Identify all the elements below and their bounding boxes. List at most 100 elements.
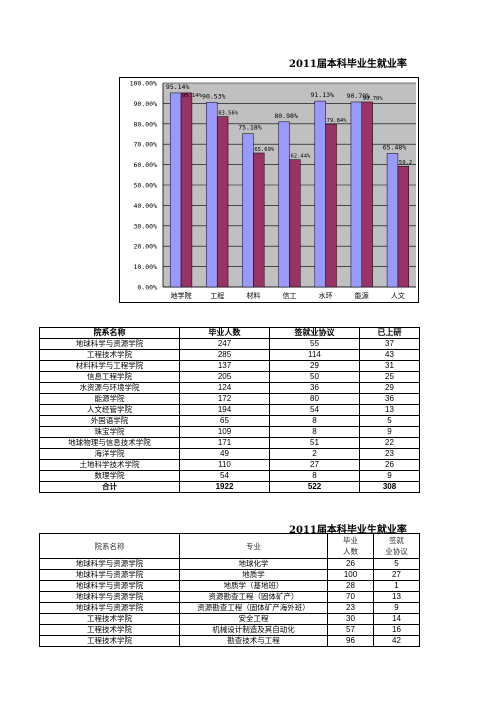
table-row: 数理学院 54 8 9	[39, 470, 420, 482]
graduates-cell: 124	[179, 382, 270, 394]
school-cell: 能源学院	[39, 393, 180, 405]
signed-cell: 2	[269, 448, 360, 460]
x-tick-label: 水环	[319, 291, 333, 300]
y-tick-label: 50.00%	[134, 182, 158, 190]
header-school: 院系名称	[39, 327, 180, 339]
y-tick-label: 30.00%	[134, 222, 158, 230]
data-label-series-2: 90.70%	[363, 96, 384, 102]
major-cell: 资源勘查工程（固体矿产海外班）	[179, 602, 328, 614]
graduates-cell: 49	[179, 448, 270, 460]
employment-rate-chart: 100.00% 90.00% 80.00% 70.00% 60.00% 50.00% 40.…	[119, 77, 419, 303]
signed-cell: 522	[269, 481, 360, 493]
table-row: 外国语学院 65 8 5	[39, 415, 420, 427]
table-row: 珠宝学院 109 8 9	[39, 426, 420, 438]
data-label-series-2: 83.56%	[218, 111, 239, 117]
graduates-cell: 205	[179, 371, 270, 383]
header-major: 专业	[179, 533, 328, 559]
graduate-study-cell: 22	[359, 437, 420, 449]
graduate-study-cell: 9	[359, 426, 420, 438]
signed-cell: 36	[269, 382, 360, 394]
signed-cell: 114	[269, 349, 360, 361]
major-cell: 勘查技术与工程	[179, 635, 328, 647]
graduate-study-cell: 25	[359, 371, 420, 383]
signed-cell: 54	[269, 404, 360, 416]
data-label-series-2: 62.44%	[291, 154, 312, 160]
bar-series-1	[350, 101, 363, 288]
signed-cell: 8	[269, 415, 360, 427]
x-tick-label: 地学院	[171, 291, 192, 300]
table-row: 材料科学与工程学院 137 29 31	[39, 360, 420, 372]
signed-cell: 50	[269, 371, 360, 383]
signed-cell: 9	[373, 602, 420, 614]
graduates-cell: 54	[179, 470, 270, 482]
header-graduates: 毕业人数	[179, 327, 270, 339]
school-cell: 地球科学与资源学院	[39, 591, 180, 603]
bar-series-2	[180, 92, 193, 288]
school-cell: 工程技术学院	[39, 613, 180, 625]
graduates-cell: 171	[179, 437, 270, 449]
signed-cell: 14	[373, 613, 420, 625]
signed-cell: 8	[269, 470, 360, 482]
school-cell: 水资源与环境学院	[39, 382, 180, 394]
y-tick-label: 0.00%	[137, 284, 157, 292]
bar-series-2	[253, 152, 265, 288]
x-tick-label: 信工	[283, 291, 297, 300]
signed-cell: 42	[373, 635, 420, 647]
signed-cell: 1	[373, 580, 420, 592]
signed-cell: 8	[269, 426, 360, 438]
graduates-cell: 57	[327, 624, 374, 636]
graduates-cell: 23	[327, 602, 374, 614]
school-cell: 地球科学与资源学院	[39, 602, 180, 614]
graduate-study-cell: 43	[359, 349, 420, 361]
graduate-study-cell: 36	[359, 393, 420, 405]
data-label-series-1: 80.98%	[274, 112, 298, 120]
graduates-cell: 172	[179, 393, 270, 405]
page-title: 2011届本科毕业生就业率	[289, 59, 407, 70]
table-row: 工程技术学院 勘查技术与工程 96 42	[39, 635, 420, 647]
bar-series-2	[397, 165, 410, 288]
data-label-series-1: 90.53%	[202, 92, 226, 100]
y-tick-label: 70.00%	[134, 141, 158, 149]
table-row: 地球科学与资源学院 资源勘查工程（固体矿产） 70 13	[39, 591, 420, 603]
table-header-row: 院系名称 专业 毕业 人数 签就 业协议	[39, 533, 420, 559]
bar-series-2	[325, 123, 337, 288]
table-row: 地球科学与资源学院 地球化学 26 5	[39, 558, 420, 570]
signed-cell: 27	[373, 569, 420, 581]
y-tick-label: 40.00%	[134, 202, 158, 210]
y-tick-label: 80.00%	[134, 120, 158, 128]
data-label-series-1: 90.70%	[347, 92, 371, 100]
school-cell: 珠宝学院	[39, 426, 180, 438]
bar-series-1	[386, 153, 399, 288]
graduates-cell: 137	[179, 360, 270, 372]
header-signed: 签就业协议	[373, 533, 420, 559]
school-cell: 合计	[39, 481, 180, 493]
graduate-study-cell: 31	[359, 360, 420, 372]
major-cell: 资源勘查工程（固体矿产）	[179, 591, 328, 603]
major-cell: 地质学	[179, 569, 328, 581]
x-tick-label: 材料	[246, 291, 260, 300]
header-graduate-study: 已上研	[359, 327, 420, 339]
graduates-by-school-table: 院系名称 毕业人数 签就业协议 已上研 地球科学与资源学院 247 55 37 工程技术…	[39, 327, 420, 493]
data-label-series-1: 65.48%	[383, 143, 407, 151]
bar-series-2	[216, 116, 229, 288]
signed-cell: 80	[269, 393, 360, 405]
graduates-cell: 285	[179, 349, 270, 361]
y-tick-label: 90.00%	[134, 100, 158, 108]
school-cell: 地球科学与资源学院	[39, 338, 180, 350]
table-row: 工程技术学院 机械设计制造及其自动化 57 16	[39, 624, 420, 636]
major-cell: 安全工程	[179, 613, 328, 625]
data-label-series-2: 65.69%	[254, 147, 275, 153]
graduates-cell: 30	[327, 613, 374, 625]
graduate-study-cell: 9	[359, 470, 420, 482]
school-cell: 数理学院	[39, 470, 180, 482]
signed-cell: 27	[269, 459, 360, 471]
header-signed: 签就业协议	[269, 327, 360, 339]
data-label-series-2: 59.2	[399, 160, 412, 166]
y-tick-label: 60.00%	[134, 161, 158, 169]
school-cell: 工程技术学院	[39, 635, 180, 647]
data-label-series-2: 95.14%	[182, 93, 203, 99]
graduates-cell: 1922	[179, 481, 270, 493]
major-cell: 地质学（基地班）	[179, 580, 328, 592]
graduates-cell: 26	[327, 558, 374, 570]
graduate-study-cell: 13	[359, 404, 420, 416]
